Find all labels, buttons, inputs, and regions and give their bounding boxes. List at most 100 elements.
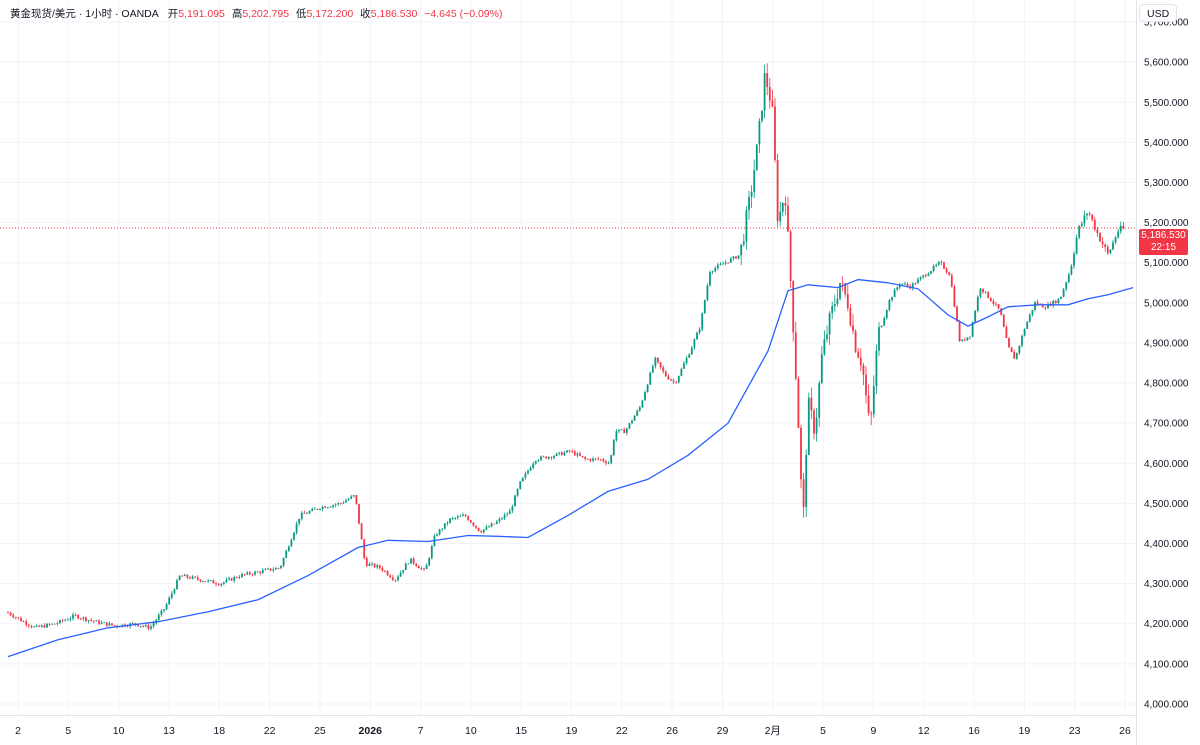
currency-button[interactable]: USD (1139, 4, 1177, 22)
candle-body (597, 458, 600, 460)
candle-body (963, 339, 966, 341)
candle-body (1013, 352, 1016, 359)
candle-body (709, 272, 711, 286)
candle-body (191, 576, 194, 579)
x-tick-label: 13 (163, 725, 175, 737)
candle-body (1031, 310, 1034, 315)
candle-body (867, 395, 870, 414)
candle-body (1112, 242, 1114, 250)
candle-body (207, 580, 210, 582)
x-tick-label: 19 (1019, 725, 1031, 737)
candle-body (542, 456, 545, 458)
candle-body (657, 357, 659, 363)
candle-body (111, 623, 113, 626)
candle-body (469, 520, 472, 523)
x-tick-label: 15 (515, 725, 527, 737)
candle-body (300, 512, 303, 519)
candle-body (857, 351, 860, 358)
candle-body (529, 467, 532, 471)
y-tick-label: 5,100.000 (1144, 258, 1189, 269)
candle-body (761, 110, 763, 121)
candle-body (865, 374, 867, 396)
candle-body (467, 516, 470, 521)
candle-body (290, 539, 293, 547)
x-axis[interactable]: 2 5 10 13 18 22 25 2026 7 10 15 19 22 26 29 2月 5 9 12 16 19 2… (15, 725, 1131, 737)
x-tick-label: 2026 (359, 725, 383, 737)
candle-body (56, 623, 59, 624)
candle-body (285, 550, 288, 558)
candle-body (464, 514, 467, 517)
candle-body (204, 581, 207, 582)
candle-body (1119, 225, 1122, 232)
candle-body (623, 429, 626, 434)
candle-body (77, 614, 80, 619)
x-tick-label: 26 (666, 725, 678, 737)
candle-body (404, 563, 407, 571)
candle-body (113, 625, 116, 626)
candle-body (685, 357, 688, 364)
candle-body (256, 571, 259, 573)
candle-body (763, 73, 766, 111)
candle-body (776, 160, 779, 222)
candle-body (870, 413, 873, 415)
candle-body (659, 362, 662, 368)
candle-body (711, 271, 714, 273)
candle-body (511, 506, 514, 511)
candle-body (540, 456, 542, 461)
candle-body (506, 514, 509, 515)
candle-body (579, 453, 581, 456)
candle-body (311, 508, 314, 512)
candle-body (381, 567, 384, 571)
candle-body (745, 210, 748, 242)
candle-body (1015, 352, 1018, 359)
candle-body (813, 410, 815, 434)
candle-body (334, 504, 337, 506)
candle-body (35, 625, 38, 627)
candle-body (339, 503, 342, 504)
candle-body (368, 563, 371, 566)
candle-body (329, 506, 332, 508)
y-tick-label: 4,700.000 (1144, 419, 1189, 430)
candle-body (139, 625, 142, 627)
candle-body (805, 454, 808, 507)
candle-body (664, 371, 667, 377)
candle-body (498, 518, 501, 522)
candle-body (716, 264, 719, 269)
candle-body (670, 379, 672, 381)
candle-body (966, 337, 969, 341)
candle-body (87, 620, 90, 621)
candle-body (95, 620, 98, 622)
x-tick-label: 19 (566, 725, 578, 737)
candle-body (888, 299, 891, 310)
candle-body (904, 283, 906, 285)
symbol-title[interactable]: 黄金现货/美元 · 1小时 · OANDA (10, 8, 159, 20)
candle-body (14, 617, 17, 619)
candle-body (1086, 213, 1088, 216)
candle-body (420, 568, 423, 569)
candle-body (1104, 244, 1107, 247)
candle-body (82, 617, 85, 619)
candle-body (1083, 215, 1086, 224)
candle-body (350, 496, 353, 499)
candle-body (646, 384, 649, 393)
candle-body (480, 531, 483, 533)
y-axis[interactable]: 5,700.000 5,600.000 5,500.000 5,400.000 5,30… (1144, 18, 1189, 711)
candle-body (1052, 300, 1055, 306)
candle-body (802, 479, 805, 507)
candle-body (131, 623, 134, 624)
candle-body (599, 459, 602, 461)
candle-body (698, 329, 701, 333)
candle-body (896, 287, 899, 290)
candle-body (1005, 326, 1008, 338)
y-tick-label: 4,000.000 (1144, 699, 1189, 710)
candle-body (633, 415, 636, 421)
candle-body (1078, 225, 1081, 238)
candle-body (974, 310, 977, 323)
candle-body (64, 619, 67, 621)
candle-body (282, 557, 285, 566)
high-value: 5,202.795 (242, 8, 290, 20)
candle-body (399, 572, 402, 577)
candle-body (402, 570, 405, 573)
